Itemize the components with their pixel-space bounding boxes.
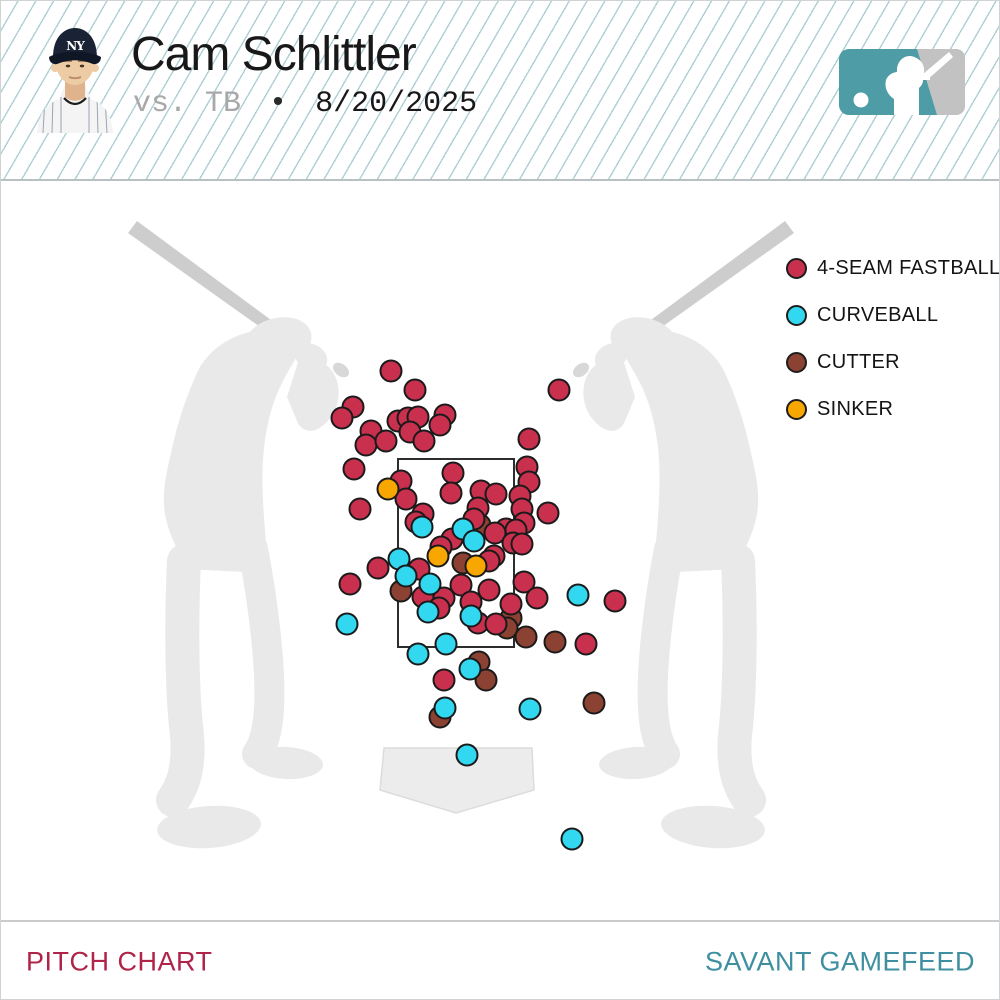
pitch-dot-4-seam-fastball[interactable] bbox=[484, 482, 508, 506]
pitch-dot-curveball[interactable] bbox=[566, 583, 590, 607]
pitch-dot-4-seam-fastball[interactable] bbox=[432, 668, 456, 692]
home-plate bbox=[379, 747, 535, 814]
pitch-dot-cutter[interactable] bbox=[543, 630, 567, 654]
page-title: Cam Schlittler bbox=[131, 28, 417, 81]
pitch-dot-4-seam-fastball[interactable] bbox=[441, 461, 465, 485]
jersey bbox=[37, 85, 113, 133]
footer: PITCH CHART SAVANT GAMEFEED bbox=[1, 920, 999, 999]
pitch-dot-4-seam-fastball[interactable] bbox=[412, 429, 436, 453]
cap-ny-logo: NY bbox=[66, 39, 85, 53]
opponent-label: vs. TB bbox=[133, 87, 242, 121]
mlb-logo-icon bbox=[839, 49, 965, 115]
pitch-dot-4-seam-fastball[interactable] bbox=[366, 556, 390, 580]
pitch-dot-curveball[interactable] bbox=[433, 696, 457, 720]
legend-swatch bbox=[786, 304, 807, 326]
pitch-dot-cutter[interactable] bbox=[582, 691, 606, 715]
bat-knob-left bbox=[333, 362, 349, 378]
pitch-dot-cutter[interactable] bbox=[474, 668, 498, 692]
pitch-dot-curveball[interactable] bbox=[518, 697, 542, 721]
bat-left bbox=[128, 221, 290, 344]
pitch-dot-4-seam-fastball[interactable] bbox=[449, 573, 473, 597]
legend-item-sinker: SINKER bbox=[786, 397, 999, 420]
pitch-dot-4-seam-fastball[interactable] bbox=[517, 427, 541, 451]
player-headshot: NY bbox=[37, 28, 113, 133]
pitch-dot-4-seam-fastball[interactable] bbox=[338, 572, 362, 596]
pitch-dot-curveball[interactable] bbox=[406, 642, 430, 666]
pitch-dot-4-seam-fastball[interactable] bbox=[483, 521, 507, 545]
pitch-dot-4-seam-fastball[interactable] bbox=[547, 378, 571, 402]
batter-silhouette-left bbox=[128, 221, 349, 849]
pitch-dot-curveball[interactable] bbox=[434, 632, 458, 656]
cap-crown bbox=[53, 28, 97, 58]
pitch-dot-4-seam-fastball[interactable] bbox=[512, 570, 536, 594]
pitch-dot-4-seam-fastball[interactable] bbox=[394, 487, 418, 511]
matchup-subtitle: vs. TB • 8/20/2025 bbox=[133, 87, 477, 121]
legend-label: CURVEBALL bbox=[817, 303, 939, 326]
legend-item-curveball: CURVEBALL bbox=[786, 303, 999, 326]
legend-swatch bbox=[786, 351, 807, 373]
header: NY Cam Schlittler vs. TB • 8/20/2025 bbox=[1, 1, 999, 181]
pitch-chart-label: PITCH CHART bbox=[26, 945, 213, 976]
pitch-dot-4-seam-fastball[interactable] bbox=[574, 632, 598, 656]
legend-label: SINKER bbox=[817, 397, 894, 420]
pitch-dot-4-seam-fastball[interactable] bbox=[499, 592, 523, 616]
pitch-dot-sinker[interactable] bbox=[376, 477, 400, 501]
pitch-dot-4-seam-fastball[interactable] bbox=[379, 359, 403, 383]
pitch-dot-4-seam-fastball[interactable] bbox=[484, 612, 508, 636]
pitch-dot-4-seam-fastball[interactable] bbox=[525, 586, 549, 610]
pitch-dot-curveball[interactable] bbox=[418, 572, 442, 596]
batter-silhouette-right bbox=[570, 221, 794, 852]
necklace bbox=[63, 97, 87, 106]
pitch-dots-layer bbox=[330, 359, 627, 851]
legend-label: CUTTER bbox=[817, 350, 900, 373]
pitch-dot-sinker[interactable] bbox=[464, 554, 488, 578]
pitch-dot-4-seam-fastball[interactable] bbox=[374, 429, 398, 453]
legend-label: 4-SEAM FASTBALL bbox=[817, 256, 1000, 279]
pitch-dot-curveball[interactable] bbox=[560, 827, 584, 851]
legend-swatch bbox=[786, 257, 807, 279]
pitch-dot-sinker[interactable] bbox=[426, 544, 450, 568]
pitch-dot-4-seam-fastball[interactable] bbox=[403, 378, 427, 402]
pitch-dot-curveball[interactable] bbox=[416, 600, 440, 624]
pitch-dot-4-seam-fastball[interactable] bbox=[510, 532, 534, 556]
legend-item-cutter: CUTTER bbox=[786, 350, 999, 373]
pitch-dot-curveball[interactable] bbox=[394, 564, 418, 588]
pitch-dot-4-seam-fastball[interactable] bbox=[536, 501, 560, 525]
pitch-dot-4-seam-fastball[interactable] bbox=[342, 457, 366, 481]
pitch-dot-4-seam-fastball[interactable] bbox=[330, 406, 354, 430]
bullet-separator: • bbox=[269, 87, 288, 121]
pitch-dot-4-seam-fastball[interactable] bbox=[603, 589, 627, 613]
cap-brim bbox=[49, 51, 101, 65]
pitch-dot-curveball[interactable] bbox=[458, 657, 482, 681]
pitch-dot-cutter[interactable] bbox=[514, 625, 538, 649]
pitch-dot-4-seam-fastball[interactable] bbox=[439, 481, 463, 505]
game-date: 8/20/2025 bbox=[315, 87, 478, 121]
pitch-dot-4-seam-fastball[interactable] bbox=[477, 578, 501, 602]
pitch-dot-4-seam-fastball[interactable] bbox=[354, 433, 378, 457]
pitch-dot-curveball[interactable] bbox=[335, 612, 359, 636]
pitch-dot-curveball[interactable] bbox=[459, 604, 483, 628]
pitch-dot-4-seam-fastball[interactable] bbox=[428, 413, 452, 437]
legend-item-4-seam-fastball: 4-SEAM FASTBALL bbox=[786, 256, 1000, 279]
pitch-dot-curveball[interactable] bbox=[462, 529, 486, 553]
savant-gamefeed-link[interactable]: SAVANT GAMEFEED bbox=[704, 945, 975, 976]
legend-swatch bbox=[786, 398, 807, 420]
pitch-dot-curveball[interactable] bbox=[410, 515, 434, 539]
pitch-dot-curveball[interactable] bbox=[455, 743, 479, 767]
pitch-dot-4-seam-fastball[interactable] bbox=[348, 497, 372, 521]
pitch-type-legend: 4-SEAM FASTBALL CURVEBALL CUTTER SINKER bbox=[786, 256, 1000, 420]
